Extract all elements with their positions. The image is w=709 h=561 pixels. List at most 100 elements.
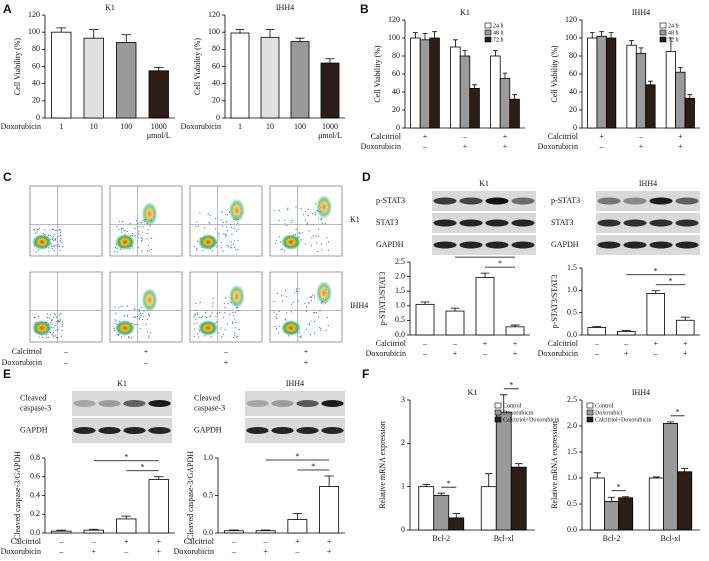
error-bar: [621, 330, 631, 332]
flow-dot: [295, 288, 298, 290]
flow-dot: [146, 319, 148, 321]
condition-value: +: [683, 349, 688, 358]
bar: [83, 529, 104, 534]
flow-dot: [120, 227, 123, 229]
bar: [587, 327, 607, 336]
flow-dot: [134, 316, 137, 318]
y-tick-label: 100: [208, 27, 220, 36]
flow-dot: [285, 319, 287, 321]
flow-dot: [58, 245, 61, 247]
flow-dot: [284, 250, 286, 252]
flow-density: [198, 234, 218, 250]
error-bar: [677, 67, 683, 73]
flow-dot: [196, 248, 198, 250]
flow-dot: [134, 235, 136, 237]
y-tick-label: 20: [212, 96, 220, 105]
flow-dot: [291, 219, 293, 222]
blot-row-label: STAT3: [376, 218, 398, 227]
x-tick-label: 1: [238, 122, 242, 131]
y-tick-label: 80: [212, 44, 220, 53]
flow-dot: [233, 228, 235, 230]
error-bar: [121, 34, 132, 43]
flow-dot: [115, 312, 117, 314]
condition-value: –: [63, 358, 69, 367]
flow-dot: [51, 228, 53, 231]
flow-dot: [61, 325, 63, 327]
flow-dot: [138, 309, 141, 311]
flow-dot: [38, 315, 40, 317]
bar: [320, 62, 340, 119]
legend-swatch: [659, 29, 667, 36]
legend-label: 24 h: [668, 23, 679, 29]
flow-dot: [311, 213, 314, 215]
error-bar: [422, 484, 430, 487]
y-tick-label: 1: [401, 481, 405, 490]
flow-dot: [233, 319, 235, 321]
flow-dot: [284, 289, 287, 292]
flow-dot: [223, 302, 225, 305]
bar: [319, 486, 340, 534]
flow-dot: [276, 313, 278, 315]
flow-dot: [286, 224, 288, 227]
flow-dot: [220, 219, 222, 221]
legend-swatch: [494, 416, 502, 423]
panel-label: F: [362, 367, 369, 381]
condition-label: Calcitriol: [184, 537, 215, 546]
condition-value: +: [463, 142, 468, 151]
bar: [480, 486, 497, 531]
flow-dot: [315, 242, 318, 244]
blot-band: [459, 197, 483, 205]
flow-dot: [49, 234, 51, 236]
flow-dot: [132, 247, 134, 249]
flow-dot: [128, 335, 130, 338]
flow-dot: [49, 317, 51, 319]
condition-value: +: [156, 547, 161, 556]
flow-dot: [53, 336, 55, 338]
error-bar: [462, 50, 468, 56]
flow-dot: [147, 228, 149, 231]
flow-dot: [276, 292, 278, 294]
y-axis-label: p-STAT3/STAT3: [550, 275, 559, 329]
blot-band: [296, 400, 319, 407]
blot-band: [246, 400, 269, 407]
flow-dot: [231, 321, 234, 323]
condition-label: Calcitriol: [548, 339, 579, 348]
flow-dot: [312, 235, 314, 237]
flow-dot: [201, 315, 204, 317]
error-bar: [88, 29, 99, 39]
flow-dot: [138, 318, 141, 320]
flow-dot: [231, 233, 233, 236]
condition-label: Doxorubicin: [361, 142, 401, 151]
flow-dot: [326, 316, 328, 319]
bar: [604, 500, 619, 531]
flow-dot: [122, 220, 124, 223]
flow-dot: [233, 240, 235, 242]
flow-dot: [58, 235, 60, 238]
condition-value: –: [294, 547, 300, 556]
flow-dot: [298, 288, 300, 290]
bar: [663, 422, 678, 531]
flow-dot: [275, 316, 277, 318]
flow-dot: [113, 251, 115, 253]
y-axis-label: p-STAT3/STAT3: [378, 272, 387, 326]
condition-value: –: [638, 132, 644, 141]
y-tick-label: 120: [388, 15, 400, 24]
flow-dot: [235, 230, 237, 232]
flow-dot: [237, 239, 239, 242]
error-bar: [413, 32, 418, 38]
y-axis-label: Cell Viability (%): [13, 38, 22, 95]
flow-dot: [205, 312, 207, 314]
significance-label: *: [669, 277, 673, 286]
condition-label: Calcitriol: [11, 537, 42, 546]
condition-value: –: [422, 349, 428, 358]
condition-value: –: [58, 537, 64, 546]
blot-band: [73, 400, 96, 407]
flow-dot: [314, 213, 316, 216]
flow-dot: [34, 229, 36, 231]
chart-title: IHH4: [632, 8, 650, 17]
significance-label: *: [311, 462, 315, 471]
flow-dot: [34, 232, 37, 234]
flow-dot: [218, 311, 221, 314]
flow-dot: [310, 296, 313, 298]
legend-swatch: [659, 36, 667, 43]
